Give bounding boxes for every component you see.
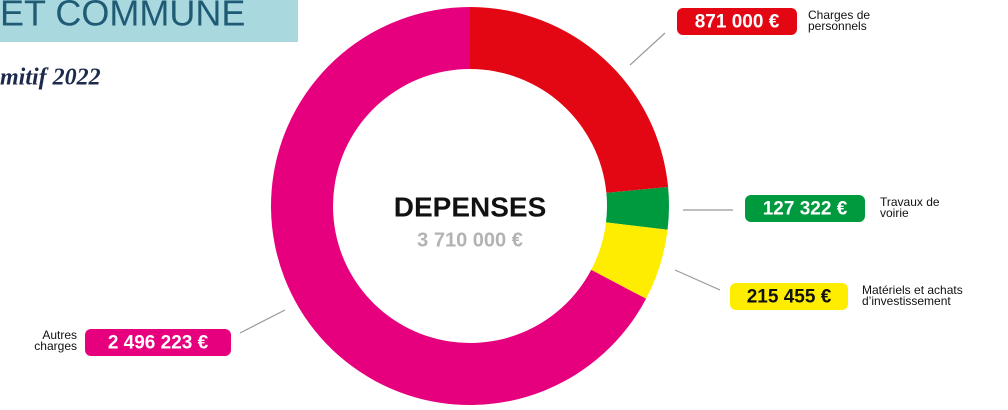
value-label: 127 322 € [763,199,848,220]
category-label: Charges de personnels [808,8,870,33]
category-label: Travaux de voirie [880,195,940,220]
value-label: 215 455 € [747,287,832,308]
value-label: 2 496 223 € [108,333,209,354]
leader-line [674,269,721,291]
leader-line [629,32,666,66]
header-subtitle: mitif 2022 [0,65,101,91]
donut-segment [470,7,669,193]
value-badge [730,283,848,310]
header-title: ET COMMUNE [0,0,245,34]
center-total: 3 710 000 € [417,229,523,251]
value-badge [85,329,231,356]
donut-segment [270,7,647,406]
value-label: 871 000 € [695,12,780,33]
value-badge [677,8,797,35]
value-badge [745,195,865,222]
category-label: Matériels et achats d’investissement [862,283,963,308]
donut-segment [591,222,668,299]
leader-line [239,309,286,334]
center-title: DEPENSES [394,191,547,222]
title-banner [0,0,298,42]
category-label: Autres charges [34,328,77,353]
donut-segment [606,186,669,230]
